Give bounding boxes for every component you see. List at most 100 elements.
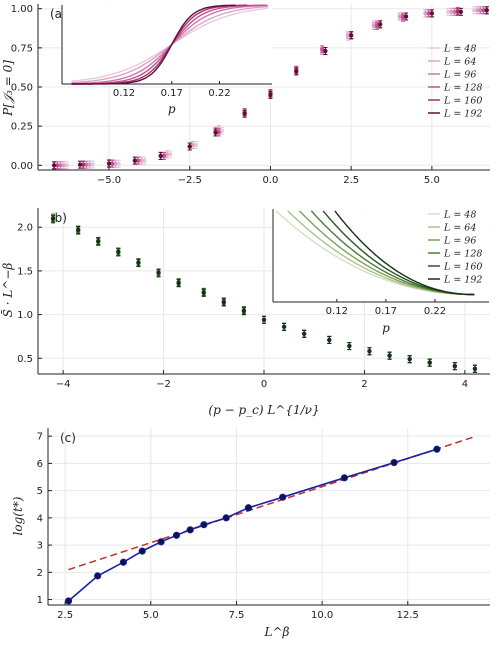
- panel-c-ylabel: log(t*): [11, 496, 25, 535]
- panel-a-point: [242, 111, 247, 116]
- panel-b-legend-entry: L = 128: [443, 249, 482, 260]
- panel-c-xtick-label: 12.5: [397, 610, 419, 621]
- panel-b-point: [367, 349, 372, 354]
- panel-a-point: [61, 163, 66, 168]
- panel-b-ylabel: S̄ · L^−β: [0, 263, 15, 318]
- panel-b-xtick-label: 4: [462, 379, 468, 390]
- panel-b-point: [96, 239, 101, 244]
- panel-b-point: [176, 281, 181, 286]
- panel-a-point: [400, 14, 405, 19]
- panel-a-point: [374, 23, 380, 29]
- panel-a-point: [323, 48, 328, 54]
- panel-a-point: [458, 9, 464, 14]
- panel-c-ytick-label: 4: [37, 513, 43, 524]
- panel-a-legend-entry: L = 192: [443, 109, 482, 120]
- panel-c-data-line: [68, 448, 438, 602]
- panel-a-point: [345, 33, 351, 38]
- panel-a-point: [478, 8, 483, 13]
- panel-b-inset-tick-label: 0.17: [375, 306, 397, 317]
- panel-b-inset-tick-label: 0.22: [424, 306, 446, 317]
- panel-b-ytick-label: 0.5: [17, 354, 33, 365]
- panel-a-point: [135, 158, 141, 163]
- panel-c-ytick-label: 6: [37, 459, 43, 470]
- panel-b-point: [136, 260, 141, 266]
- panel-b-inset-curve: [334, 210, 475, 296]
- panel-b-inset-tick-label: 0.12: [326, 306, 348, 317]
- panel-b-point: [281, 324, 287, 329]
- panel-b-point: [327, 337, 332, 343]
- panel-a-point: [168, 152, 173, 157]
- panel-b-point: [116, 249, 121, 254]
- panel-c-point: [200, 521, 208, 529]
- panel-b-point: [261, 317, 267, 322]
- panel-a-point: [158, 153, 163, 159]
- panel-c-point: [138, 547, 146, 555]
- panel-b-ytick-label: 2.0: [17, 223, 33, 234]
- panel-b-point: [347, 343, 352, 349]
- panel-c-point: [119, 558, 127, 566]
- panel-a-xtick-label: 0.0: [263, 175, 279, 186]
- panel-b-xtick-label: 0: [261, 379, 267, 390]
- panel-b-ytick-label: 1.0: [17, 310, 33, 321]
- panel-a-point: [455, 9, 460, 14]
- panel-a-ylabel: P[𝒥₃ = 0]: [1, 60, 15, 117]
- panel-c-point: [186, 526, 194, 534]
- panel-c-point: [244, 504, 253, 512]
- panel-a-ytick-label: 0.50: [11, 83, 33, 94]
- panel-a-ytick-label: 0.75: [11, 43, 33, 54]
- panel-c-point: [172, 531, 181, 539]
- panel-a-point: [190, 142, 196, 148]
- panel-a-point: [187, 144, 192, 149]
- panel-c-panel-label: (c): [60, 431, 76, 445]
- panel-a-ytick-label: 0.25: [11, 122, 33, 133]
- panel-b-point: [472, 366, 478, 371]
- panel-a-point: [397, 14, 402, 19]
- panel-a-point: [87, 162, 92, 167]
- panel-a-ytick-label: 1.00: [11, 4, 33, 15]
- panel-c-axes: 2.5 5.0 7.5 10.0 12.5 1 2 3 4 5 6 7 (c) log(t*) L^β: [11, 428, 490, 639]
- panel-a-point: [110, 161, 115, 166]
- panel-a-xtick-label: −5.0: [97, 175, 121, 186]
- panel-c-xtick-label: 5.0: [143, 610, 159, 621]
- panel-c-point: [94, 572, 102, 580]
- panel-b-point: [201, 290, 206, 295]
- panel-c-xlabel: L^β: [264, 625, 290, 639]
- panel-c-ytick-label: 7: [37, 432, 43, 443]
- panel-b-point: [302, 331, 307, 336]
- panel-b-legend-entry: L = 64: [443, 223, 476, 234]
- panel-a-inset-xlabel: p: [168, 102, 176, 116]
- panel-a-axes: −5.0 −2.5 0.0 2.5 5.00.000.250.500.751.00 (a)…: [1, 4, 490, 186]
- panel-c-point: [64, 597, 73, 605]
- panel-a-point: [471, 8, 476, 13]
- panel-a-point: [165, 152, 170, 157]
- panel-b-point: [241, 308, 247, 314]
- panel-a-point: [52, 163, 57, 168]
- panel-a-point: [320, 47, 325, 52]
- panel-a-inset: 0.12 0.17 0.22 p: [61, 4, 272, 116]
- panel-b-point: [76, 227, 81, 232]
- panel-b-inset-bg: [273, 209, 489, 302]
- panel-a-point: [64, 163, 70, 168]
- panel-a-legend-entry: L = 160: [443, 96, 482, 107]
- panel-c-point: [157, 538, 165, 546]
- panel-b-legend-entry: L = 160: [443, 262, 482, 273]
- panel-a-point: [113, 161, 118, 166]
- panel-b-point: [50, 216, 56, 221]
- panel-a-xtick-label: 5.0: [424, 175, 440, 186]
- panel-a-point: [349, 33, 354, 38]
- panel-b-legend-entry: L = 48: [443, 210, 476, 221]
- panel-a-point: [139, 158, 144, 163]
- panel-a-point: [426, 11, 431, 16]
- panel-c-point: [433, 445, 441, 453]
- panel-a-point: [216, 130, 221, 135]
- panel-c-point: [390, 458, 398, 467]
- panel-a-point: [449, 9, 454, 14]
- panel-a-point: [132, 158, 137, 163]
- panel-c-point: [222, 514, 230, 522]
- panel-a-inset-bg: [62, 5, 272, 84]
- panel-a-inset-curve: [71, 4, 236, 85]
- panel-b-xtick-label: −2: [156, 379, 171, 390]
- panel-a-legend-entry: L = 96: [443, 70, 476, 81]
- panel-a-point: [106, 161, 112, 166]
